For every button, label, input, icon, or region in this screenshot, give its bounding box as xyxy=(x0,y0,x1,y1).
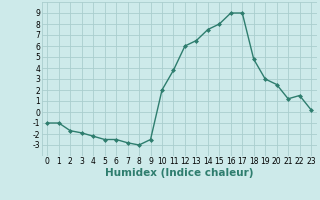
X-axis label: Humidex (Indice chaleur): Humidex (Indice chaleur) xyxy=(105,168,253,178)
